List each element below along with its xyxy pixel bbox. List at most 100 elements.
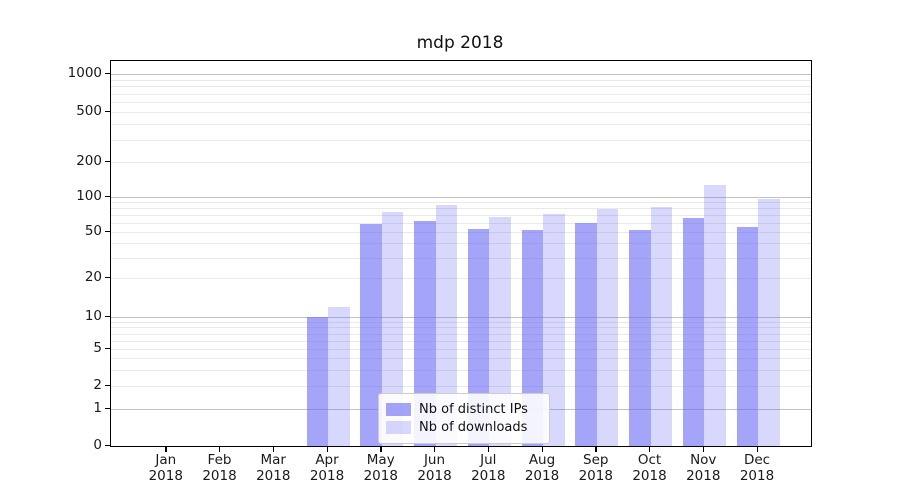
bar-nb-of-downloads-may-2018 xyxy=(381,212,404,446)
y-tick-label-1: 1 xyxy=(93,400,102,416)
gridline-300 xyxy=(111,139,811,141)
gridline-3 xyxy=(111,369,811,371)
gridline-8 xyxy=(111,327,811,329)
bar-nb-of-downloads-aug-2018 xyxy=(543,214,565,446)
x-tick-label-nov: Nov 2018 xyxy=(686,452,721,484)
bar-nb-of-downloads-oct-2018 xyxy=(650,207,672,446)
y-tick-label-0: 0 xyxy=(93,437,102,453)
x-tick-mark xyxy=(326,447,328,452)
bar-nb-of-downloads-jun-2018 xyxy=(435,205,457,446)
gridline-6 xyxy=(111,340,811,342)
bar-nb-of-distinct-ips-aug-2018 xyxy=(521,230,543,446)
bar-nb-of-distinct-ips-jul-2018 xyxy=(467,229,490,446)
legend-swatch-distinct-ips xyxy=(386,403,411,416)
gridline-80 xyxy=(111,208,811,210)
gridline-1000 xyxy=(111,74,811,75)
y-tick-mark xyxy=(105,444,110,446)
legend-swatch-downloads xyxy=(386,421,411,434)
x-tick-label-aug: Aug 2018 xyxy=(524,452,560,484)
x-tick-mark xyxy=(272,447,275,452)
bar-nb-of-downloads-jul-2018 xyxy=(489,216,511,446)
x-tick-mark xyxy=(219,447,221,452)
y-tick-mark xyxy=(105,160,110,162)
bar-nb-of-distinct-ips-jun-2018 xyxy=(414,221,436,446)
bar-nb-of-distinct-ips-dec-2018 xyxy=(736,227,758,446)
x-tick-label-may: May 2018 xyxy=(363,452,398,484)
bar-nb-of-downloads-dec-2018 xyxy=(758,198,780,446)
x-tick-mark xyxy=(165,447,167,452)
gridline-800 xyxy=(111,86,811,88)
gridline-400 xyxy=(111,124,811,126)
y-tick-label-200: 200 xyxy=(76,153,102,169)
x-tick-label-jun: Jun 2018 xyxy=(417,452,452,484)
y-tick-mark xyxy=(105,195,110,197)
bar-nb-of-distinct-ips-sep-2018 xyxy=(575,222,597,446)
legend-label-distinct-ips: Nb of distinct IPs xyxy=(419,402,528,417)
gridline-7 xyxy=(111,333,811,335)
gridline-70 xyxy=(111,215,811,216)
x-tick-label-dec: Dec 2018 xyxy=(739,452,775,484)
gridline-700 xyxy=(111,93,811,95)
y-tick-mark xyxy=(105,315,110,317)
x-tick-label-sep: Sep 2018 xyxy=(578,452,613,484)
x-tick-label-oct: Oct 2018 xyxy=(632,452,667,484)
y-tick-mark xyxy=(105,347,110,349)
bar-nb-of-distinct-ips-oct-2018 xyxy=(629,230,651,446)
x-tick-mark xyxy=(649,447,651,452)
x-tick-label-jan: Jan 2018 xyxy=(148,452,183,484)
gridline-4 xyxy=(111,358,811,359)
y-tick-label-5: 5 xyxy=(93,340,102,356)
x-tick-mark xyxy=(595,447,597,452)
bar-nb-of-distinct-ips-may-2018 xyxy=(360,223,382,446)
gridline-2 xyxy=(111,386,811,387)
bar-nb-of-distinct-ips-apr-2018 xyxy=(306,317,328,446)
gridline-500 xyxy=(111,112,811,113)
legend-item-distinct-ips: Nb of distinct IPs xyxy=(386,401,541,418)
gridline-50 xyxy=(111,232,811,233)
y-tick-label-2: 2 xyxy=(93,377,102,393)
x-tick-mark xyxy=(380,447,382,452)
x-tick-mark xyxy=(434,447,436,452)
x-tick-label-jul: Jul 2018 xyxy=(471,452,506,484)
y-tick-label-500: 500 xyxy=(76,103,102,119)
bar-nb-of-downloads-nov-2018 xyxy=(704,184,726,446)
y-tick-label-100: 100 xyxy=(76,188,102,204)
x-tick-mark xyxy=(541,447,543,452)
y-tick-label-10: 10 xyxy=(84,308,102,324)
bar-nb-of-downloads-apr-2018 xyxy=(328,306,350,446)
gridline-30 xyxy=(111,257,811,259)
x-tick-label-feb: Feb 2018 xyxy=(202,452,237,484)
bar-nb-of-distinct-ips-nov-2018 xyxy=(682,218,705,446)
gridline-10 xyxy=(111,317,811,318)
legend-label-downloads: Nb of downloads xyxy=(419,420,528,435)
plot-area xyxy=(110,60,812,447)
gridline-40 xyxy=(111,243,811,245)
gridline-600 xyxy=(111,102,811,103)
gridline-900 xyxy=(111,79,811,81)
gridline-9 xyxy=(111,321,811,323)
y-tick-label-50: 50 xyxy=(84,223,102,239)
x-tick-mark xyxy=(702,447,705,452)
gridline-100 xyxy=(111,197,811,198)
chart-title: mdp 2018 xyxy=(416,33,504,53)
legend: Nb of distinct IPs Nb of downloads xyxy=(378,393,550,444)
y-tick-mark xyxy=(105,407,110,409)
bar-nb-of-downloads-sep-2018 xyxy=(596,208,619,446)
x-tick-label-mar: Mar 2018 xyxy=(256,452,291,484)
y-tick-label-20: 20 xyxy=(84,269,102,285)
y-tick-mark xyxy=(105,72,110,74)
x-tick-mark xyxy=(487,447,490,452)
y-tick-mark xyxy=(105,110,110,112)
gridline-20 xyxy=(111,278,811,279)
gridline-200 xyxy=(111,162,811,163)
gridline-60 xyxy=(111,222,811,224)
gridline-90 xyxy=(111,202,811,204)
y-tick-label-1000: 1000 xyxy=(67,65,102,81)
x-tick-label-apr: Apr 2018 xyxy=(309,452,345,484)
y-tick-mark xyxy=(105,384,110,386)
y-tick-mark xyxy=(105,276,110,278)
x-tick-mark xyxy=(756,447,758,452)
legend-item-downloads: Nb of downloads xyxy=(386,419,541,436)
y-tick-mark xyxy=(105,230,110,232)
